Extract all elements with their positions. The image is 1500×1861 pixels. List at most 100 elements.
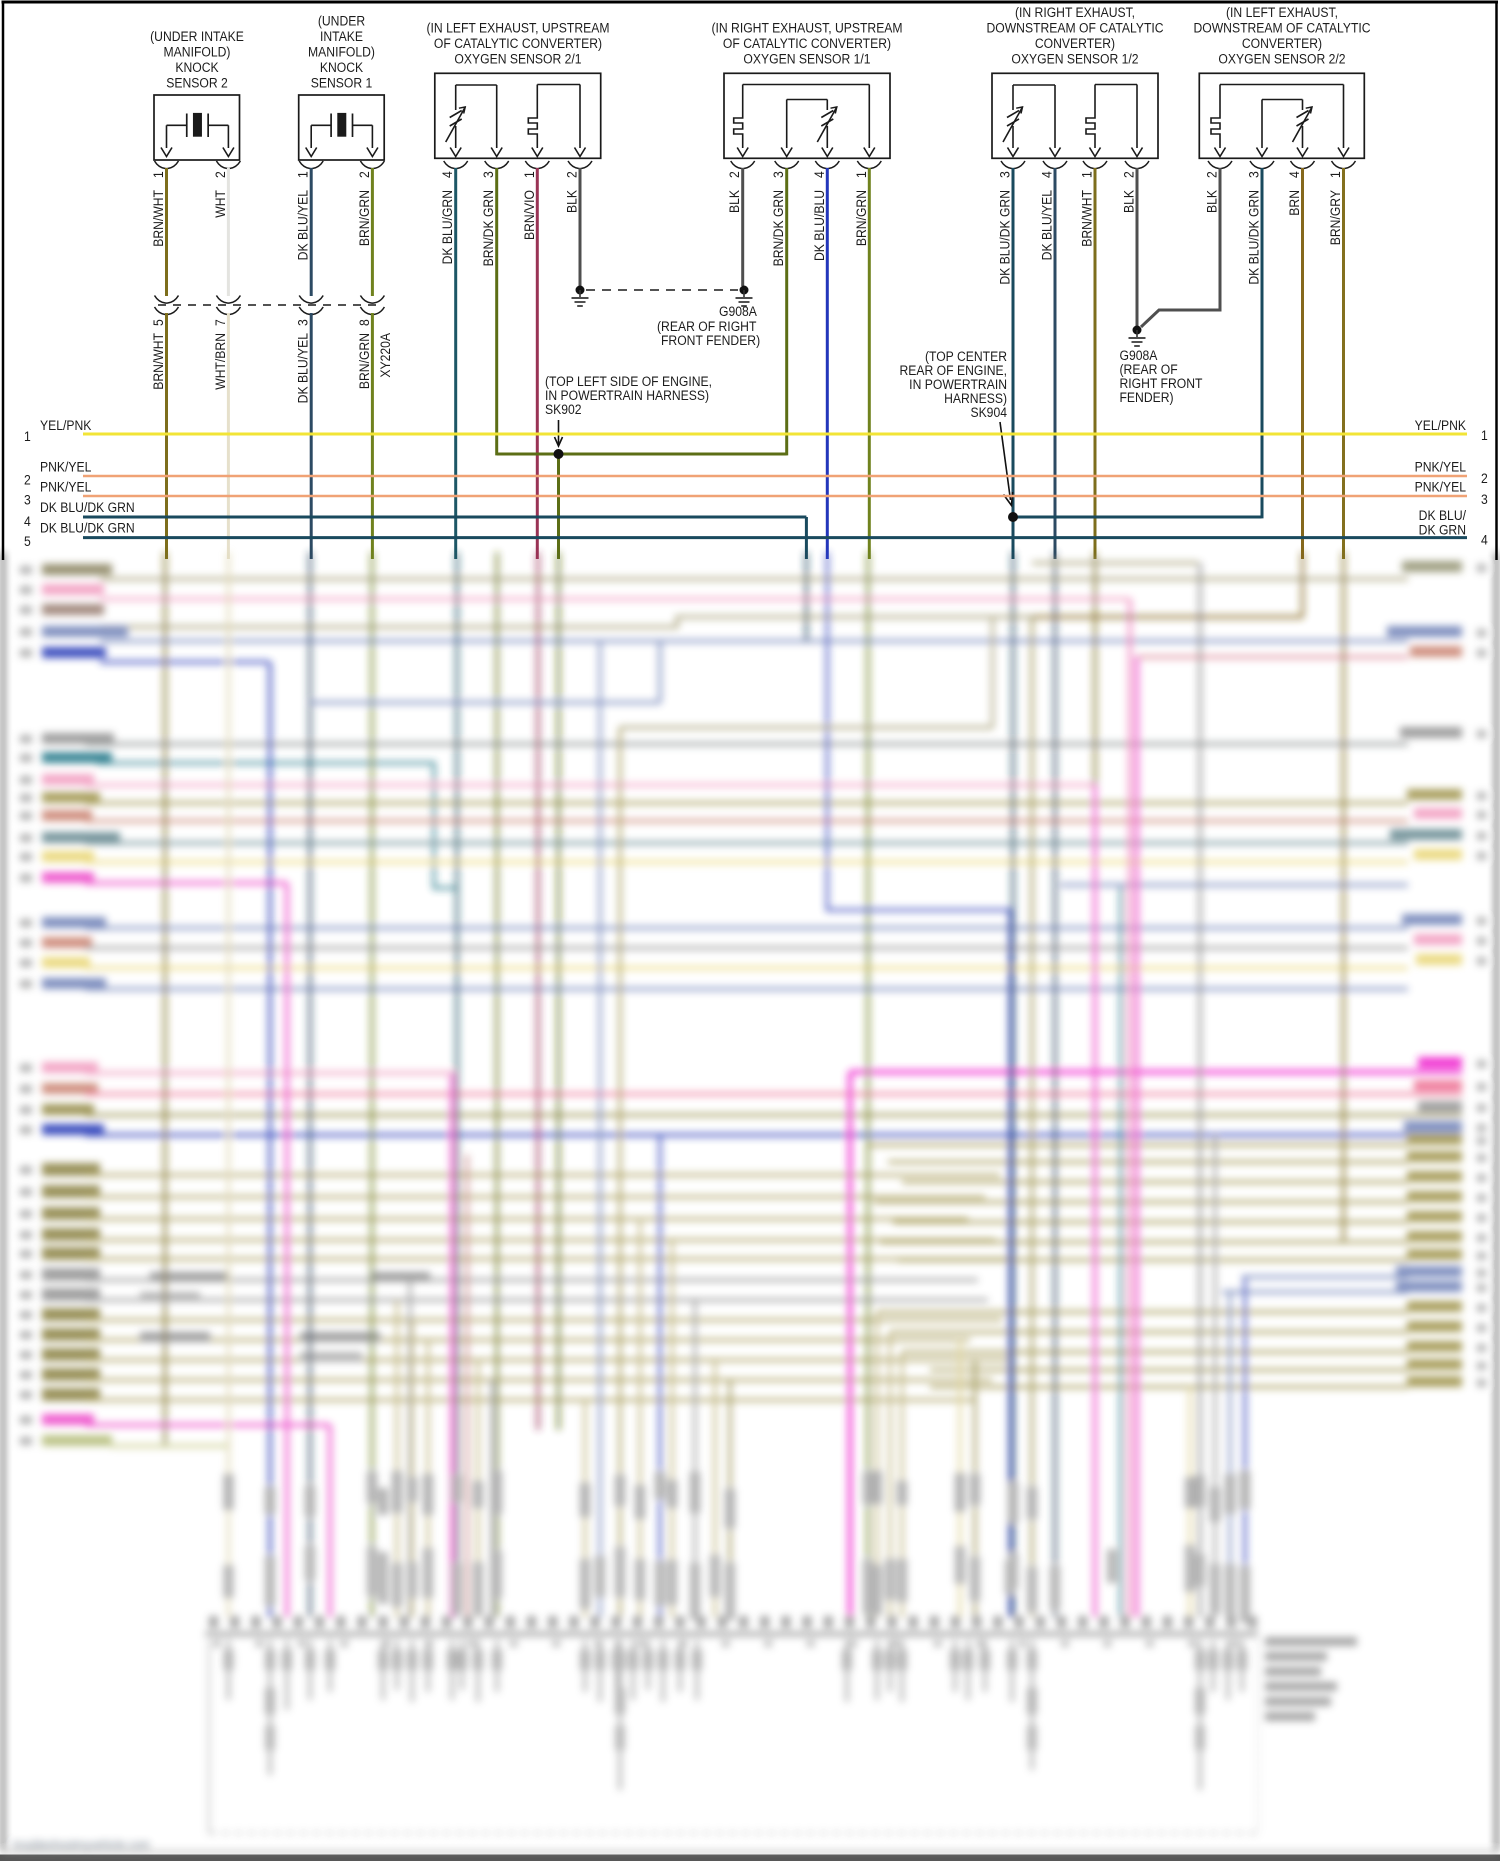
- svg-text:BRN/WHT: BRN/WHT: [150, 190, 166, 247]
- svg-text:DK BLU/YEL: DK BLU/YEL: [295, 190, 311, 260]
- svg-text:PNK/YEL: PNK/YEL: [1415, 459, 1466, 475]
- svg-text:(UNDER: (UNDER: [318, 13, 365, 29]
- svg-text:2: 2: [1481, 470, 1488, 486]
- svg-text:SK904: SK904: [970, 404, 1007, 420]
- svg-text:BRN/VIO: BRN/VIO: [521, 190, 537, 240]
- svg-text:INTAKE: INTAKE: [320, 28, 363, 44]
- svg-text:BRN: BRN: [1286, 190, 1302, 216]
- svg-text:3: 3: [480, 171, 496, 178]
- svg-text:FENDER): FENDER): [1120, 389, 1174, 405]
- svg-text:HARNESS): HARNESS): [944, 390, 1007, 406]
- svg-text:DK BLU/DK GRN: DK BLU/DK GRN: [40, 499, 135, 515]
- svg-text:1: 1: [1481, 427, 1488, 443]
- svg-text:1: 1: [521, 171, 537, 178]
- svg-text:REAR OF ENGINE,: REAR OF ENGINE,: [899, 362, 1007, 378]
- svg-text:BLK: BLK: [726, 190, 742, 213]
- svg-text:DOWNSTREAM OF CATALYTIC: DOWNSTREAM OF CATALYTIC: [1193, 20, 1370, 36]
- svg-text:OF CATALYTIC CONVERTER): OF CATALYTIC CONVERTER): [434, 35, 602, 51]
- svg-text:OXYGEN SENSOR 1/2: OXYGEN SENSOR 1/2: [1011, 51, 1138, 67]
- svg-text:3: 3: [770, 171, 786, 178]
- svg-text:(UNDER INTAKE: (UNDER INTAKE: [150, 28, 244, 44]
- svg-text:3: 3: [1481, 491, 1488, 507]
- svg-text:XY220A: XY220A: [377, 333, 393, 378]
- svg-text:PNK/YEL: PNK/YEL: [1415, 479, 1466, 495]
- svg-text:BRN/DK GRN: BRN/DK GRN: [480, 190, 496, 266]
- svg-text:(IN RIGHT EXHAUST,: (IN RIGHT EXHAUST,: [1015, 4, 1135, 20]
- svg-text:FRONT FENDER): FRONT FENDER): [661, 332, 760, 348]
- svg-text:4: 4: [1039, 171, 1055, 178]
- svg-text:SENSOR 2: SENSOR 2: [166, 75, 228, 91]
- svg-text:2: 2: [1204, 171, 1220, 178]
- svg-text:DOWNSTREAM OF CATALYTIC: DOWNSTREAM OF CATALYTIC: [986, 20, 1163, 36]
- svg-text:4: 4: [1286, 171, 1302, 178]
- svg-text:1: 1: [24, 428, 31, 444]
- svg-text:PNK/YEL: PNK/YEL: [40, 479, 91, 495]
- svg-text:(REAR OF RIGHT: (REAR OF RIGHT: [657, 318, 756, 334]
- svg-text:KNOCK: KNOCK: [175, 59, 219, 75]
- svg-text:OXYGEN SENSOR 2/2: OXYGEN SENSOR 2/2: [1218, 51, 1345, 67]
- svg-text:2: 2: [212, 171, 228, 178]
- svg-text:1: 1: [295, 171, 311, 178]
- svg-text:3: 3: [997, 171, 1013, 178]
- svg-text:2: 2: [1121, 171, 1137, 178]
- svg-text:BRN/DK GRN: BRN/DK GRN: [770, 190, 786, 266]
- svg-text:DK BLU/DK GRN: DK BLU/DK GRN: [1246, 190, 1262, 285]
- svg-text:DK GRN: DK GRN: [1419, 522, 1466, 538]
- svg-text:G908A: G908A: [719, 303, 757, 319]
- svg-text:2: 2: [356, 171, 372, 178]
- svg-text:BRN/GRN: BRN/GRN: [356, 190, 372, 246]
- svg-text:YEL/PNK: YEL/PNK: [40, 417, 92, 433]
- svg-text:G908A: G908A: [1120, 347, 1158, 363]
- svg-text:BRN/GRN: BRN/GRN: [356, 333, 372, 389]
- svg-text:MANIFOLD): MANIFOLD): [308, 44, 375, 60]
- svg-text:WHT: WHT: [212, 190, 228, 218]
- svg-text:3: 3: [24, 492, 31, 508]
- svg-text:CONVERTER): CONVERTER): [1035, 35, 1115, 51]
- svg-text:DK BLU/BLU: DK BLU/BLU: [811, 190, 827, 261]
- svg-text:OXYGEN SENSOR 2/1: OXYGEN SENSOR 2/1: [454, 51, 581, 67]
- svg-text:1: 1: [1079, 171, 1095, 178]
- svg-text:(REAR OF: (REAR OF: [1120, 361, 1178, 377]
- svg-text:3: 3: [295, 319, 311, 326]
- svg-text:RIGHT FRONT: RIGHT FRONT: [1120, 375, 1203, 391]
- svg-text:4: 4: [811, 171, 827, 178]
- svg-text:DK BLU/YEL: DK BLU/YEL: [295, 333, 311, 403]
- svg-text:DK BLU/: DK BLU/: [1419, 507, 1467, 523]
- svg-text:DK BLU/DK GRN: DK BLU/DK GRN: [997, 190, 1013, 285]
- svg-text:(TOP CENTER: (TOP CENTER: [925, 348, 1007, 364]
- svg-text:2: 2: [726, 171, 742, 178]
- svg-text:4: 4: [439, 171, 455, 178]
- svg-text:MANIFOLD): MANIFOLD): [164, 44, 231, 60]
- svg-text:WHT/BRN: WHT/BRN: [212, 333, 228, 390]
- svg-text:BRN/GRY: BRN/GRY: [1327, 190, 1343, 245]
- svg-text:BRN/WHT: BRN/WHT: [1079, 190, 1095, 247]
- svg-text:DK BLU/DK GRN: DK BLU/DK GRN: [40, 520, 135, 536]
- svg-text:IN POWERTRAIN HARNESS): IN POWERTRAIN HARNESS): [545, 387, 709, 403]
- svg-text:4: 4: [24, 513, 31, 529]
- svg-text:1: 1: [1327, 171, 1343, 178]
- svg-text:2: 2: [564, 171, 580, 178]
- svg-text:DK BLU/GRN: DK BLU/GRN: [439, 190, 455, 264]
- svg-text:SENSOR 1: SENSOR 1: [311, 75, 373, 91]
- svg-text:KNOCK: KNOCK: [320, 59, 364, 75]
- svg-text:PNK/YEL: PNK/YEL: [40, 459, 91, 475]
- svg-text:CONVERTER): CONVERTER): [1242, 35, 1322, 51]
- svg-text:(IN LEFT EXHAUST,: (IN LEFT EXHAUST,: [1226, 4, 1338, 20]
- svg-text:(IN RIGHT EXHAUST, UPSTREAM: (IN RIGHT EXHAUST, UPSTREAM: [711, 20, 902, 36]
- svg-text:OXYGEN SENSOR 1/1: OXYGEN SENSOR 1/1: [743, 51, 870, 67]
- svg-text:(TOP LEFT SIDE OF ENGINE,: (TOP LEFT SIDE OF ENGINE,: [545, 373, 712, 389]
- svg-text:(IN LEFT EXHAUST, UPSTREAM: (IN LEFT EXHAUST, UPSTREAM: [426, 20, 609, 36]
- svg-text:1: 1: [150, 171, 166, 178]
- svg-text:1: 1: [853, 171, 869, 178]
- svg-text:BLK: BLK: [1121, 190, 1137, 213]
- svg-text:7: 7: [212, 319, 228, 326]
- svg-text:BLK: BLK: [1204, 190, 1220, 213]
- svg-text:DK BLU/YEL: DK BLU/YEL: [1039, 190, 1055, 260]
- svg-text:8: 8: [356, 319, 372, 326]
- svg-text:BRN/GRN: BRN/GRN: [853, 190, 869, 246]
- svg-text:YEL/PNK: YEL/PNK: [1415, 417, 1467, 433]
- svg-text:3: 3: [1246, 171, 1262, 178]
- svg-text:BRN/WHT: BRN/WHT: [150, 333, 166, 390]
- svg-text:5: 5: [24, 533, 31, 549]
- svg-text:IN POWERTRAIN: IN POWERTRAIN: [909, 376, 1007, 392]
